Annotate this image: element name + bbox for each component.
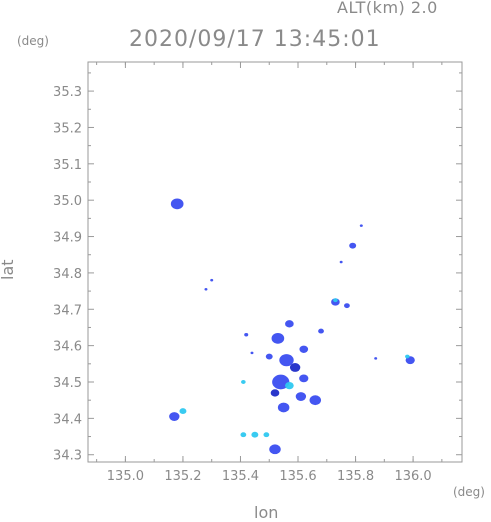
- y-tick-label: 34.8: [53, 267, 82, 282]
- echo-cell: [210, 278, 214, 282]
- y-tick-label: 34.3: [53, 449, 82, 464]
- echo-cell: [285, 381, 294, 390]
- echo-cell: [204, 287, 208, 291]
- y-tick-label: 35.1: [53, 158, 82, 173]
- echo-cell: [349, 242, 357, 249]
- plot-frame: [87, 61, 463, 463]
- echo-cell: [240, 432, 247, 438]
- echo-cell: [269, 444, 281, 455]
- x-tick-label: 135.4: [222, 469, 259, 484]
- echo-cell: [169, 412, 180, 421]
- echo-cell: [318, 328, 324, 334]
- echo-cell: [309, 395, 322, 406]
- echo-cell: [299, 345, 309, 353]
- y-axis-unit: (deg): [17, 34, 49, 48]
- x-tick-label: 135.8: [337, 469, 374, 484]
- echo-cell: [271, 332, 285, 344]
- echo-cell: [299, 374, 309, 383]
- echo-cell: [405, 354, 410, 359]
- echo-cell: [295, 392, 307, 401]
- echo-cell: [359, 224, 363, 227]
- echo-cell: [263, 432, 270, 438]
- y-tick-label: 35.3: [53, 85, 82, 100]
- y-tick-label: 34.5: [53, 376, 82, 391]
- y-tick-label: 34.6: [53, 340, 82, 355]
- y-tick-label: 34.9: [53, 231, 82, 246]
- echo-cell: [272, 374, 290, 390]
- echo-cell: [241, 380, 246, 384]
- tick-layer: 135.0 135.2 135.4 135.6 135.8 136.0 34.3 34.4 34…: [53, 62, 462, 484]
- x-tick-label: 135.6: [279, 469, 316, 484]
- x-tick-label: 135.2: [164, 469, 201, 484]
- echo-cell: [289, 363, 301, 372]
- y-tick-label: 35.0: [53, 194, 82, 209]
- echo-cell: [170, 198, 184, 210]
- x-tick-label: 136.0: [394, 469, 431, 484]
- echo-cell: [244, 333, 249, 337]
- echo-cell: [339, 260, 343, 264]
- echo-cell: [265, 353, 273, 360]
- echo-cell: [277, 402, 290, 413]
- echo-cell: [374, 357, 378, 360]
- x-axis-label: lon: [254, 503, 279, 522]
- x-axis-unit: (deg): [453, 485, 485, 499]
- echo-cell: [251, 431, 259, 438]
- y-tick-label: 34.7: [53, 303, 82, 318]
- timestamp: 2020/09/17 13:45:01: [129, 27, 381, 52]
- y-tick-label: 35.2: [53, 121, 82, 136]
- echo-cell: [285, 320, 294, 328]
- echo-cell: [250, 351, 254, 355]
- x-tick-label: 135.0: [107, 469, 144, 484]
- echo-cell: [333, 298, 338, 303]
- altitude-label: ALT(km) 2.0: [337, 0, 438, 17]
- echo-cell: [179, 408, 187, 415]
- y-tick-label: 34.4: [53, 412, 82, 427]
- echo-layer: [169, 198, 415, 455]
- echo-cell: [279, 354, 294, 367]
- echo-cell: [270, 389, 280, 397]
- echo-cell: [344, 303, 350, 309]
